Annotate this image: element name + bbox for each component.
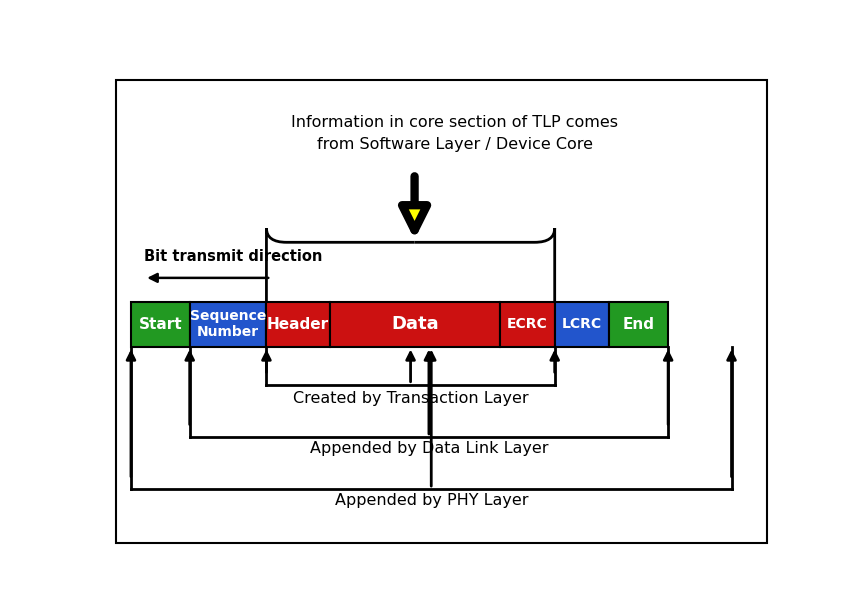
Text: Created by Transaction Layer: Created by Transaction Layer	[293, 391, 529, 407]
Text: Header: Header	[267, 317, 329, 331]
Bar	[610, 302, 668, 347]
Text: Bit transmit direction: Bit transmit direction	[145, 249, 323, 264]
Text: Data: Data	[391, 315, 439, 333]
Bar	[266, 302, 330, 347]
Text: Sequence
Number: Sequence Number	[190, 309, 266, 339]
Text: LCRC: LCRC	[562, 317, 602, 331]
Bar	[330, 302, 500, 347]
Text: Start: Start	[139, 317, 183, 331]
Bar	[500, 302, 554, 347]
Bar	[554, 302, 610, 347]
Bar	[131, 302, 189, 347]
Text: Appended by Data Link Layer: Appended by Data Link Layer	[310, 441, 548, 456]
Text: Information in core section of TLP comes
from Software Layer / Device Core: Information in core section of TLP comes…	[291, 115, 618, 152]
Text: Appended by PHY Layer: Appended by PHY Layer	[335, 493, 528, 508]
Text: End: End	[623, 317, 654, 331]
Text: ECRC: ECRC	[507, 317, 548, 331]
Bar	[189, 302, 266, 347]
